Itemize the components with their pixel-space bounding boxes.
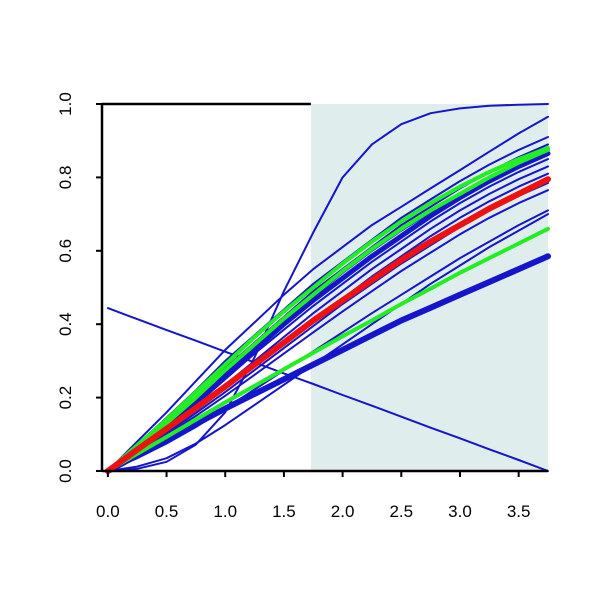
y-tick-label: 0.0 bbox=[56, 459, 75, 483]
series-line-18 bbox=[105, 226, 550, 473]
x-tick-label: 3.0 bbox=[448, 502, 472, 521]
series-line-15 bbox=[104, 253, 551, 474]
x-tick-label: 1.0 bbox=[213, 502, 237, 521]
series-line-3 bbox=[106, 115, 549, 472]
axes-layer bbox=[100, 102, 548, 473]
series-line-12 bbox=[106, 189, 549, 472]
ticks-layer: 0.0 0.5 1.0 1.5 2.0 2.5 3.0 3.5 0.0 0.2 0.4 0.6 0.8 1… bbox=[56, 92, 530, 521]
series-line-1 bbox=[106, 307, 549, 472]
y-tick-label: 0.8 bbox=[56, 166, 75, 190]
series-line-7 bbox=[105, 151, 551, 474]
x-tick-label: 3.5 bbox=[507, 502, 531, 521]
series-line-17 bbox=[105, 147, 550, 473]
y-tick-label: 0.6 bbox=[56, 239, 75, 263]
x-tick-label: 1.5 bbox=[272, 502, 296, 521]
series-line-2 bbox=[106, 103, 549, 472]
y-tick-label: 0.2 bbox=[56, 386, 75, 410]
x-tick-label: 0.0 bbox=[96, 502, 120, 521]
x-tick-label: 0.5 bbox=[155, 502, 179, 521]
series-layer bbox=[104, 103, 551, 474]
y-tick-label: 0.4 bbox=[56, 312, 75, 336]
x-tick-label: 2.5 bbox=[389, 502, 413, 521]
x-tick-label: 2.0 bbox=[331, 502, 355, 521]
series-line-19 bbox=[104, 176, 551, 474]
series-line-16 bbox=[105, 146, 550, 473]
y-tick-label: 1.0 bbox=[56, 92, 75, 116]
